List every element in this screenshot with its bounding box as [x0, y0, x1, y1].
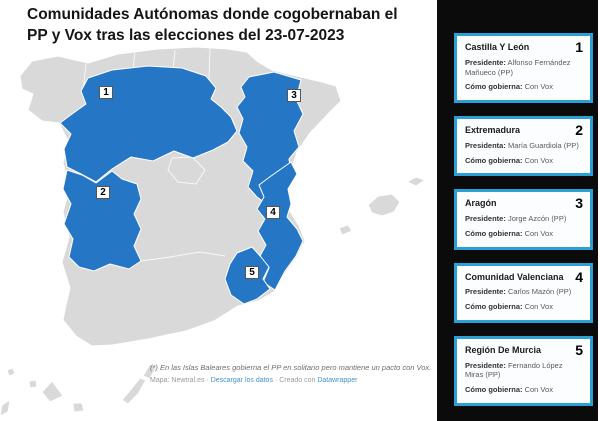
- president-label: Presidente:: [465, 57, 506, 67]
- attribution-source: Mapa: Newtral.es: [150, 377, 205, 384]
- govern-value: Con Vox: [524, 155, 553, 165]
- card-number: 2: [575, 122, 583, 139]
- president-name: Fernando López Miras (PP): [465, 360, 563, 380]
- card-number: 5: [575, 341, 583, 358]
- card-govern-line: Cómo gobierna: Con Vox: [465, 302, 582, 312]
- card-govern-line: Cómo gobierna: Con Vox: [465, 82, 582, 92]
- card-number: 4: [575, 268, 583, 285]
- region-comunidad-valenciana[interactable]: [256, 161, 304, 291]
- card-govern-line: Cómo gobierna: Con Vox: [465, 229, 582, 239]
- govern-label: Cómo gobierna:: [465, 228, 523, 238]
- president-label: Presidenta:: [465, 140, 506, 150]
- map-label-2: 2: [96, 186, 110, 199]
- datawrapper-link[interactable]: Datawrapper: [317, 377, 358, 384]
- card-comunidad-valenciana: Comunidad Valenciana 4 Presidente: Carlo…: [454, 262, 593, 323]
- govern-value: Con Vox: [524, 302, 553, 312]
- card-number: 1: [575, 39, 583, 55]
- card-region-name: Aragón: [465, 198, 497, 209]
- islands-canarias: [0, 363, 157, 417]
- attribution-created-with: Creado con: [279, 377, 318, 384]
- govern-value: Con Vox: [524, 228, 553, 238]
- card-number: 3: [575, 195, 583, 212]
- card-extremadura: Extremadura 2 Presidenta: María Guardiol…: [454, 116, 593, 177]
- govern-value: Con Vox: [524, 82, 553, 92]
- card-president-line: Presidenta: María Guardiola (PP): [465, 141, 582, 151]
- map-label-5: 5: [245, 266, 259, 279]
- region-cards-sidebar: Castilla Y León 1 Presidente: Alfonso Fe…: [437, 0, 598, 421]
- download-data-link[interactable]: Descargar los datos: [210, 377, 273, 384]
- president-name: Carlos Mazón (PP): [507, 287, 572, 297]
- president-name: Alfonso Fernández Mañueco (PP): [465, 57, 571, 77]
- card-president-line: Presidente: Fernando López Miras (PP): [465, 361, 582, 381]
- map-label-1: 1: [99, 86, 113, 99]
- card-president-line: Presidente: Alfonso Fernández Mañueco (P…: [465, 58, 582, 78]
- card-govern-line: Cómo gobierna: Con Vox: [465, 156, 582, 166]
- govern-label: Cómo gobierna:: [465, 155, 523, 165]
- card-castilla-y-leon: Castilla Y León 1 Presidente: Alfonso Fe…: [454, 33, 593, 104]
- govern-label: Cómo gobierna:: [465, 302, 523, 312]
- govern-label: Cómo gobierna:: [465, 385, 523, 395]
- card-president-line: Presidente: Jorge Azcón (PP): [465, 214, 582, 224]
- attribution-separator: ·: [204, 377, 211, 384]
- govern-label: Cómo gobierna:: [465, 82, 523, 92]
- card-region-name: Castilla Y León: [465, 42, 530, 52]
- card-region-name: Comunidad Valenciana: [465, 271, 564, 282]
- president-label: Presidente:: [465, 360, 506, 370]
- attribution-separator2: ·: [272, 377, 280, 384]
- map-label-3: 3: [287, 89, 301, 102]
- card-region-name: Extremadura: [465, 125, 521, 136]
- map-footnote: (*) En las Islas Baleares gobierna el PP…: [150, 363, 432, 372]
- president-label: Presidente:: [465, 214, 506, 224]
- page-title-line2: PP y Vox tras las elecciones del 23-07-2…: [27, 27, 345, 45]
- govern-value: Con Vox: [524, 385, 553, 395]
- card-president-line: Presidente: Carlos Mazón (PP): [465, 287, 582, 297]
- president-name: Jorge Azcón (PP): [507, 214, 567, 224]
- islands-baleares: [338, 176, 427, 236]
- president-name: María Guardiola (PP): [507, 140, 579, 150]
- map-label-4: 4: [266, 206, 280, 219]
- card-region-name: Región De Murcia: [465, 344, 542, 355]
- page-title: Comunidades Autónomas donde cogobernaban…: [27, 4, 447, 47]
- page-title-line1: Comunidades Autónomas donde cogobernaban…: [27, 6, 398, 23]
- card-govern-line: Cómo gobierna: Con Vox: [465, 385, 582, 395]
- region-extremadura[interactable]: [62, 169, 142, 272]
- card-region-de-murcia: Región De Murcia 5 Presidente: Fernando …: [454, 335, 593, 406]
- president-label: Presidente:: [465, 287, 506, 297]
- map-attribution: Mapa: Newtral.es · Descargar los datos ·…: [150, 377, 440, 384]
- card-aragon: Aragón 3 Presidente: Jorge Azcón (PP) Có…: [454, 189, 593, 250]
